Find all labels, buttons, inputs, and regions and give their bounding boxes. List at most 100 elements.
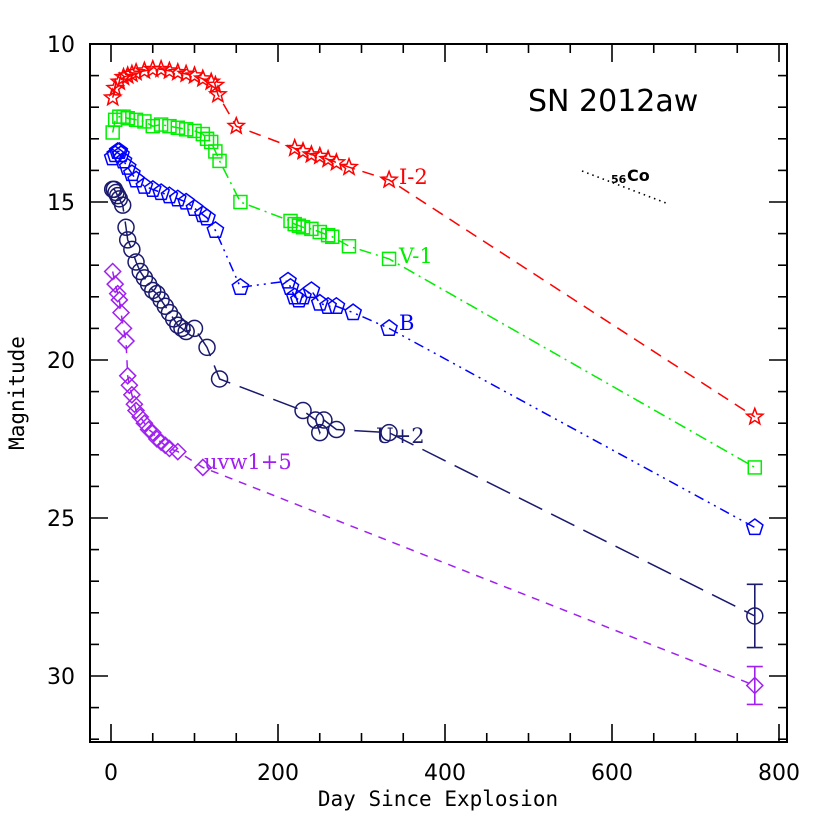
pentagon-marker: [185, 198, 204, 216]
square-marker: [199, 131, 215, 147]
diamond-marker: [110, 290, 129, 310]
circle-marker: [327, 420, 346, 439]
pentagon-marker: [745, 518, 764, 536]
series-label: I-2: [399, 165, 428, 189]
series-layer: I-2 V-1 B U+2 uvw1+5: [102, 58, 765, 706]
square-marker: [747, 460, 763, 475]
diamond-marker: [116, 331, 136, 351]
diamond-marker: [168, 442, 187, 461]
star-marker: [284, 137, 305, 157]
star-marker: [309, 145, 330, 165]
pentagon-marker: [294, 287, 312, 305]
diamond-marker: [193, 458, 212, 477]
x-tick-label: 400: [424, 761, 466, 786]
circle-marker: [198, 338, 216, 357]
co56-slope-line: [581, 170, 667, 204]
y-tick-label: 30: [47, 665, 75, 690]
star-marker: [226, 115, 247, 135]
series-u-2: U+2: [103, 180, 764, 649]
pentagon-marker: [344, 303, 363, 321]
series-line: [111, 115, 756, 469]
star-marker: [378, 169, 400, 189]
series-line: [111, 271, 756, 687]
pentagon-marker: [177, 192, 196, 210]
series-label: uvw1+5: [204, 450, 292, 474]
star-marker: [744, 406, 765, 426]
square-marker: [283, 213, 298, 229]
square-marker: [203, 134, 219, 150]
diamond-marker: [106, 275, 125, 294]
x-tick-label: 200: [257, 761, 299, 786]
square-marker: [120, 111, 135, 126]
y-tick-label: 10: [47, 33, 75, 58]
y-axis-title: Magnitude: [5, 336, 29, 450]
square-marker: [187, 123, 202, 139]
circle-marker: [173, 319, 191, 338]
series-label: U+2: [376, 424, 425, 448]
plot-border: [89, 43, 788, 743]
star-marker: [134, 60, 155, 80]
x-tick-label: 600: [591, 761, 633, 786]
series-b: B: [103, 141, 764, 536]
diamond-marker: [118, 366, 137, 385]
square-marker: [208, 144, 223, 159]
pentagon-marker: [118, 157, 137, 175]
diamond-marker: [131, 407, 150, 426]
pentagon-marker: [231, 277, 250, 295]
star-marker: [126, 61, 147, 82]
square-marker: [137, 114, 152, 129]
plot-frame: 0 200 400 600 800 10 15 20 25 30: [47, 33, 800, 786]
circle-marker: [306, 411, 325, 429]
square-marker: [178, 122, 194, 137]
square-marker: [128, 112, 144, 128]
circle-marker: [177, 322, 195, 341]
x-tick-label: 0: [104, 761, 118, 786]
diamond-marker: [108, 284, 127, 303]
square-marker: [320, 227, 336, 243]
star-marker: [207, 83, 228, 104]
pentagon-marker: [327, 296, 346, 314]
pentagon-marker: [279, 271, 297, 289]
pentagon-marker: [281, 277, 300, 295]
diamond-marker: [111, 303, 131, 322]
square-marker: [195, 126, 211, 142]
square-marker: [341, 238, 357, 254]
diamond-marker: [122, 385, 141, 404]
series-i-2: I-2: [102, 58, 765, 426]
star-marker: [293, 140, 314, 161]
square-marker: [287, 216, 302, 232]
x-tick-label: 800: [758, 761, 800, 786]
y-tick-label: 20: [47, 349, 75, 374]
chart-title: SN 2012aw: [528, 84, 698, 119]
circle-marker: [315, 411, 333, 429]
circle-marker: [118, 231, 137, 249]
diamond-marker: [125, 395, 144, 414]
pentagon-marker: [302, 281, 321, 299]
diamond-marker: [135, 414, 154, 433]
label-layer: SN 2012aw Day Since Explosion Magnitude …: [5, 84, 698, 811]
square-marker: [145, 118, 160, 134]
diamond-marker: [120, 376, 139, 395]
star-marker: [109, 71, 130, 91]
diamond-marker: [126, 401, 146, 420]
co56-superscript: 56: [611, 173, 627, 186]
series-uvw1-5: uvw1+5: [103, 262, 764, 706]
star-marker: [184, 64, 205, 85]
circle-marker: [108, 186, 127, 205]
pentagon-marker: [319, 296, 338, 314]
pentagon-marker: [114, 151, 133, 169]
star-marker: [192, 68, 213, 88]
y-tick-label: 15: [47, 191, 75, 216]
square-marker: [325, 229, 340, 245]
square-marker: [153, 117, 169, 132]
series-line: [112, 188, 756, 617]
pentagon-marker: [110, 141, 129, 160]
square-marker: [233, 194, 248, 210]
co56-annotation: 56 Co: [581, 166, 667, 204]
series-line: [111, 68, 756, 418]
y-tick-label: 25: [47, 507, 75, 532]
co56-label: Co: [627, 166, 650, 185]
pentagon-marker: [206, 220, 225, 239]
star-marker: [205, 74, 226, 94]
